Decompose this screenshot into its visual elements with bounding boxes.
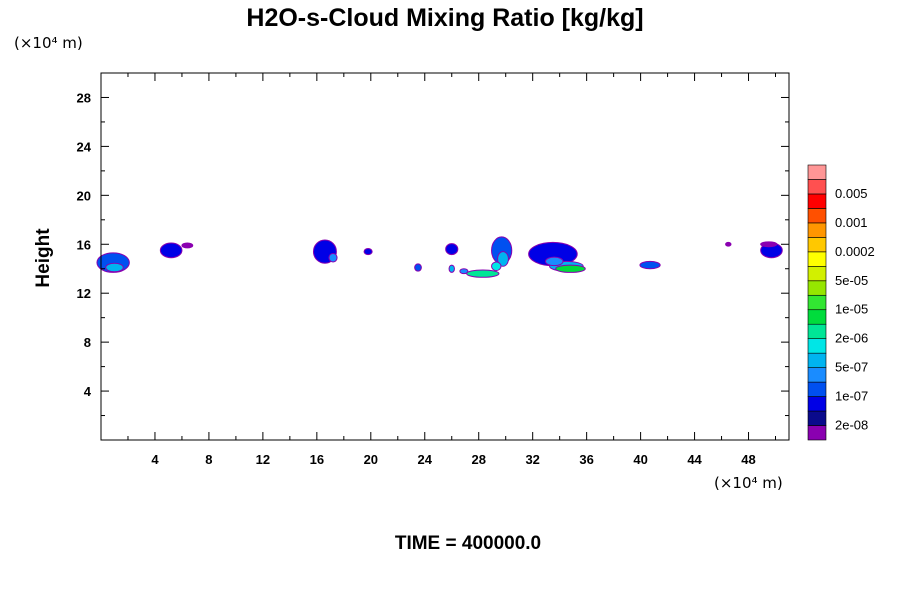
cloud-patch <box>448 264 455 273</box>
cloud-patch <box>760 241 778 248</box>
colorbar-swatch <box>807 237 827 253</box>
colorbar-swatch <box>807 222 827 238</box>
colorbar-swatch <box>807 266 827 282</box>
y-tick-label: 8 <box>84 335 91 350</box>
colorbar-swatch <box>807 410 827 426</box>
chart-title: H2O-s-Cloud Mixing Ratio [kg/kg] <box>246 4 643 32</box>
colorbar-swatch <box>807 280 827 296</box>
colorbar-label: 0.0002 <box>835 244 875 259</box>
x-tick-label: 8 <box>205 452 212 467</box>
colorbar-swatch <box>807 425 827 441</box>
cloud-patch <box>491 261 502 272</box>
colorbar-swatch <box>807 396 827 412</box>
colorbar-label: 5e-07 <box>835 360 868 375</box>
y-axis-unit: (×10⁴ m) <box>14 34 83 52</box>
clouds-layer <box>96 236 783 278</box>
colorbar-label: 1e-05 <box>835 302 868 317</box>
x-tick-label: 28 <box>471 452 485 467</box>
cloud-patch <box>725 241 732 247</box>
colorbar-swatch <box>807 338 827 354</box>
x-tick-label: 24 <box>418 452 433 467</box>
cloud-patch <box>181 242 194 249</box>
colorbar-swatch <box>807 193 827 209</box>
colorbar-swatch <box>807 208 827 224</box>
cloud-patch <box>159 242 183 259</box>
x-tick-label: 12 <box>256 452 270 467</box>
cloud-patch <box>328 252 338 263</box>
y-axis-label: Height <box>33 228 54 288</box>
x-axis-ticks: 4 8 12 16 20 24 28 32 36 40 44 48 <box>127 73 777 467</box>
y-tick-label: 4 <box>84 384 92 399</box>
y-tick-label: 24 <box>77 139 92 154</box>
colorbar-label: 0.005 <box>835 186 868 201</box>
colorbar-swatch <box>807 179 827 195</box>
colorbar-label: 2e-06 <box>835 331 868 346</box>
y-axis-ticks: 4 8 12 16 20 24 28 <box>77 90 789 417</box>
x-axis-unit: (×10⁴ m) <box>714 474 783 492</box>
cloud-patch <box>466 269 500 278</box>
colorbar-swatch <box>807 367 827 383</box>
colorbar-swatch <box>807 323 827 339</box>
y-tick-label: 28 <box>77 90 91 105</box>
cloud-patch <box>363 248 373 256</box>
plot-frame <box>100 72 790 441</box>
y-tick-label: 20 <box>77 188 91 203</box>
colorbar-swatch <box>807 251 827 267</box>
colorbar-label: 5e-05 <box>835 273 868 288</box>
x-tick-label: 4 <box>151 452 159 467</box>
colorbar-label: 0.001 <box>835 215 868 230</box>
colorbar: 2e-08 1e-07 5e-07 2e-06 1e-05 5e-05 0.0002 0.00… <box>807 164 875 441</box>
x-tick-label: 20 <box>364 452 378 467</box>
x-tick-label: 32 <box>525 452 539 467</box>
colorbar-swatch <box>807 294 827 311</box>
colorbar-swatch <box>807 164 827 180</box>
cloud-patch <box>545 256 564 267</box>
colorbar-label: 2e-08 <box>835 418 868 433</box>
colorbar-swatch <box>807 309 827 325</box>
x-tick-label: 40 <box>633 452 647 467</box>
cloud-patch <box>497 251 509 267</box>
y-tick-label: 16 <box>77 237 91 252</box>
colorbar-label: 1e-07 <box>835 389 868 404</box>
x-tick-label: 48 <box>741 452 755 467</box>
time-label: TIME = 400000.0 <box>395 533 541 554</box>
cloud-patch <box>445 243 459 256</box>
x-tick-label: 16 <box>310 452 324 467</box>
cloud-patch <box>105 262 124 273</box>
x-tick-label: 36 <box>579 452 593 467</box>
colorbar-swatch <box>807 352 827 368</box>
colorbar-swatch <box>807 381 827 397</box>
cloud-patch <box>555 264 586 273</box>
cloud-patch <box>459 268 469 275</box>
cloud-patch <box>639 260 661 270</box>
x-tick-label: 44 <box>687 452 702 467</box>
y-tick-label: 12 <box>77 286 91 301</box>
plot-background <box>101 73 789 440</box>
cloud-patch <box>414 263 422 272</box>
